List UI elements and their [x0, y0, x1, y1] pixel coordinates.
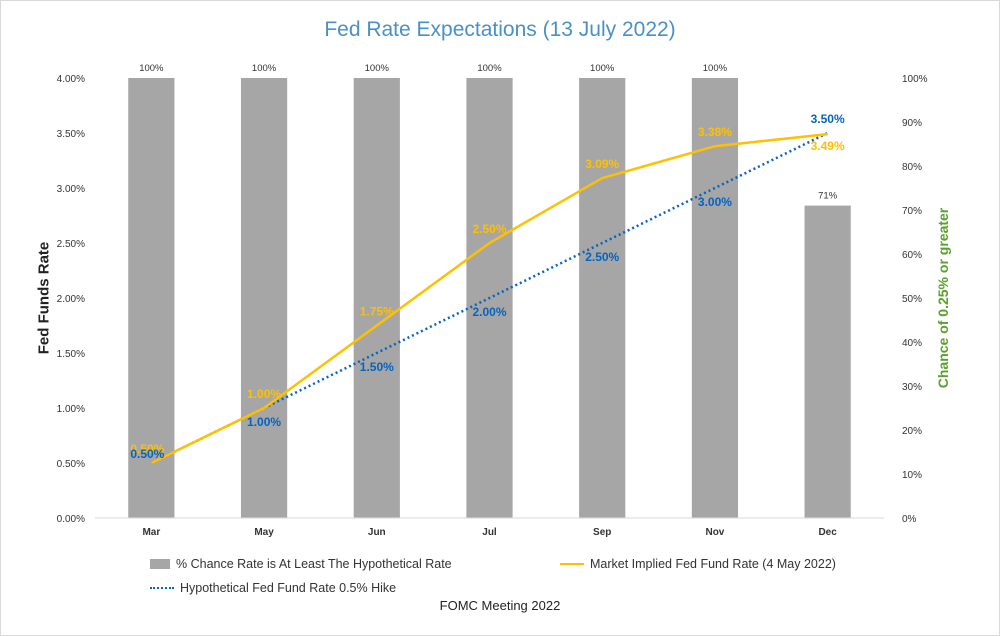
- hypothetical-data-label: 3.50%: [811, 112, 845, 126]
- bar-data-label: 100%: [139, 63, 164, 74]
- market-data-label: 1.00%: [247, 387, 281, 401]
- bar: [128, 78, 175, 518]
- y2-tick-label: 70%: [902, 206, 922, 217]
- y-tick-label: 3.50%: [57, 129, 85, 140]
- legend-swatch-bar: [150, 559, 170, 569]
- market-data-label: 2.50%: [472, 222, 506, 236]
- y2-tick-label: 100%: [902, 74, 928, 85]
- x-tick-label: Dec: [818, 527, 837, 538]
- y-tick-label: 3.00%: [57, 184, 85, 195]
- legend-item-bar[interactable]: % Chance Rate is At Least The Hypothetic…: [150, 557, 452, 571]
- legend-item-hypothetical[interactable]: Hypothetical Fed Fund Rate 0.5% Hike: [150, 581, 396, 595]
- y2-tick-label: 50%: [902, 294, 922, 305]
- x-tick-label: May: [254, 527, 274, 538]
- y-tick-label: 0.50%: [57, 459, 85, 470]
- y-tick-label: 4.00%: [57, 74, 85, 85]
- bar: [353, 78, 400, 518]
- bar-data-label: 100%: [365, 63, 390, 74]
- bar: [804, 205, 851, 518]
- hypothetical-data-label: 3.00%: [698, 195, 732, 209]
- legend-swatch-hypothetical: [150, 587, 174, 589]
- market-data-label: 3.49%: [811, 139, 845, 153]
- y-tick-label: 2.50%: [57, 239, 85, 250]
- y-tick-label: 1.00%: [57, 404, 85, 415]
- y2-tick-label: 80%: [902, 162, 922, 173]
- market-data-label: 0.50%: [130, 442, 164, 456]
- hypothetical-data-label: 1.50%: [360, 360, 394, 374]
- legend-item-market[interactable]: Market Implied Fed Fund Rate (4 May 2022…: [560, 557, 836, 571]
- legend-swatch-market: [560, 563, 584, 565]
- y2-axis-title: Chance of 0.25% or greater: [935, 207, 951, 389]
- y2-tick-label: 20%: [902, 426, 922, 437]
- legend-label-hypothetical: Hypothetical Fed Fund Rate 0.5% Hike: [180, 581, 397, 595]
- x-tick-label: Sep: [593, 527, 611, 538]
- legend-label-bar: % Chance Rate is At Least The Hypothetic…: [176, 557, 452, 571]
- hypothetical-data-label: 0.50%: [130, 447, 164, 461]
- y-tick-label: 0.00%: [57, 514, 85, 525]
- legend-label-market: Market Implied Fed Fund Rate (4 May 2022…: [590, 557, 836, 571]
- y2-tick-label: 90%: [902, 118, 922, 129]
- y2-tick-label: 40%: [902, 338, 922, 349]
- hypothetical-data-label: 1.00%: [247, 415, 281, 429]
- y2-tick-label: 30%: [902, 382, 922, 393]
- y2-tick-label: 60%: [902, 250, 922, 261]
- x-tick-label: Mar: [142, 527, 160, 538]
- y2-tick-label: 0%: [902, 514, 917, 525]
- bar-data-label: 100%: [590, 63, 615, 74]
- bar: [579, 78, 626, 518]
- x-tick-label: Jul: [482, 527, 497, 538]
- market-data-label: 1.75%: [360, 305, 394, 319]
- bar-data-label: 100%: [477, 63, 502, 74]
- y-axis-title: Fed Funds Rate: [35, 241, 53, 355]
- y-tick-label: 2.00%: [57, 294, 85, 305]
- chart-title: Fed Rate Expectations (13 July 2022): [324, 18, 676, 41]
- market-data-label: 3.38%: [698, 125, 732, 139]
- market-data-label: 3.09%: [585, 157, 619, 171]
- hypothetical-data-label: 2.00%: [472, 305, 506, 319]
- x-tick-label: Jun: [368, 527, 386, 538]
- y2-tick-label: 10%: [902, 470, 922, 481]
- bar-data-label: 100%: [252, 63, 277, 74]
- hypothetical-data-label: 2.50%: [585, 250, 619, 264]
- x-axis-title: FOMC Meeting 2022: [439, 598, 561, 613]
- bar: [240, 78, 288, 518]
- x-tick-label: Nov: [705, 527, 724, 538]
- y-tick-label: 1.50%: [57, 349, 85, 360]
- bar-data-label: 100%: [703, 63, 728, 74]
- market-implied-rate-line: [150, 132, 828, 465]
- bar-data-label: 71%: [818, 191, 838, 202]
